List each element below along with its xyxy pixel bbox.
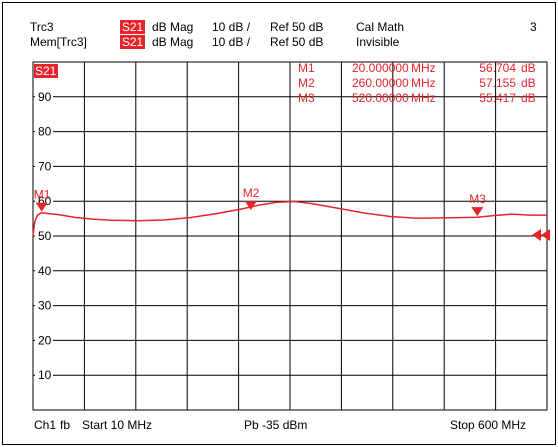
ref-arrow-a bbox=[532, 229, 541, 241]
marker-table-value[interactable]: 55.417 bbox=[479, 91, 516, 105]
y-tick-label-bg bbox=[35, 264, 53, 277]
marker-table-unit[interactable]: MHz bbox=[411, 76, 436, 90]
y-tick-label: 50 bbox=[38, 229, 52, 243]
grid-lines bbox=[32, 61, 548, 411]
footer-stop[interactable]: Stop 600 MHz bbox=[450, 418, 527, 432]
footer-start[interactable]: Start 10 MHz bbox=[82, 418, 153, 432]
marker-table-value[interactable]: 56.704 bbox=[479, 61, 516, 75]
marker-triangle bbox=[471, 207, 484, 217]
marker-label: M2 bbox=[243, 186, 260, 200]
marker-table-vunit[interactable]: dB bbox=[521, 76, 536, 90]
y-tick-label: 20 bbox=[38, 333, 52, 347]
marker-triangle bbox=[244, 201, 257, 211]
marker-layer: M1 M2 M3 bbox=[34, 186, 486, 217]
trace-param-badge[interactable]: S21 bbox=[120, 20, 145, 34]
footer-channel[interactable]: Ch1 bbox=[34, 418, 57, 432]
trace-name[interactable]: Trc3 bbox=[30, 20, 54, 34]
footer-power[interactable]: Pb -35 dBm bbox=[244, 418, 308, 432]
y-tick-label-bg bbox=[35, 299, 53, 312]
y-tick-label: 90 bbox=[38, 90, 52, 104]
memory-scale[interactable]: 10 dB / bbox=[212, 35, 251, 49]
trace-note: Cal Math bbox=[356, 20, 405, 34]
marker-label: M3 bbox=[469, 192, 486, 206]
memory-param-badge[interactable]: S21 bbox=[120, 35, 145, 49]
ref-arrow-layer bbox=[532, 229, 550, 241]
memory-note: Invisible bbox=[356, 35, 400, 49]
y-tick-label: 30 bbox=[38, 299, 52, 313]
memory-ref[interactable]: Ref 50 dB bbox=[270, 35, 324, 49]
diagram-trace-label[interactable]: S21 bbox=[34, 64, 58, 78]
y-tick-label-bg bbox=[35, 160, 53, 173]
marker-table-vunit[interactable]: dB bbox=[521, 61, 536, 75]
y-tick-label-bg bbox=[35, 334, 53, 347]
trace-scale[interactable]: 10 dB / bbox=[212, 20, 251, 34]
y-tick-label-bg bbox=[35, 230, 53, 242]
memory-trace-name[interactable]: Mem[Trc3] bbox=[30, 35, 87, 49]
marker-table-unit[interactable]: MHz bbox=[411, 91, 436, 105]
s21-trace bbox=[32, 200, 547, 237]
y-tick-label: 40 bbox=[38, 264, 52, 278]
marker-table-name[interactable]: M1 bbox=[298, 61, 315, 75]
trace-layer bbox=[32, 200, 547, 237]
y-tick-label-bg bbox=[35, 90, 53, 103]
y-tick-label: 70 bbox=[38, 159, 52, 173]
marker-table-vunit[interactable]: dB bbox=[521, 91, 536, 105]
y-tick-label: 10 bbox=[38, 368, 52, 382]
marker-table-freq[interactable]: 260.00000 bbox=[352, 76, 409, 90]
marker-table-name[interactable]: M2 bbox=[298, 76, 315, 90]
ref-arrow-b bbox=[541, 229, 550, 241]
y-tick-label-bg bbox=[35, 369, 53, 382]
marker-table-name[interactable]: M3 bbox=[298, 91, 315, 105]
trace-format[interactable]: dB Mag bbox=[152, 20, 194, 34]
footer-sweep[interactable]: fb bbox=[60, 418, 71, 432]
marker-triangle bbox=[35, 202, 48, 212]
channel-number: 3 bbox=[530, 20, 537, 34]
y-tick-label: 80 bbox=[38, 125, 52, 139]
marker-table-freq[interactable]: 20.000000 bbox=[352, 61, 409, 75]
marker-label: M1 bbox=[34, 188, 51, 202]
marker-table-freq[interactable]: 520.00000 bbox=[352, 91, 409, 105]
y-tick-label-bg bbox=[35, 125, 53, 138]
memory-format[interactable]: dB Mag bbox=[152, 35, 194, 49]
trace-ref[interactable]: Ref 50 dB bbox=[270, 20, 324, 34]
marker-table-value[interactable]: 57.155 bbox=[479, 76, 516, 90]
marker-table-unit[interactable]: MHz bbox=[411, 61, 436, 75]
